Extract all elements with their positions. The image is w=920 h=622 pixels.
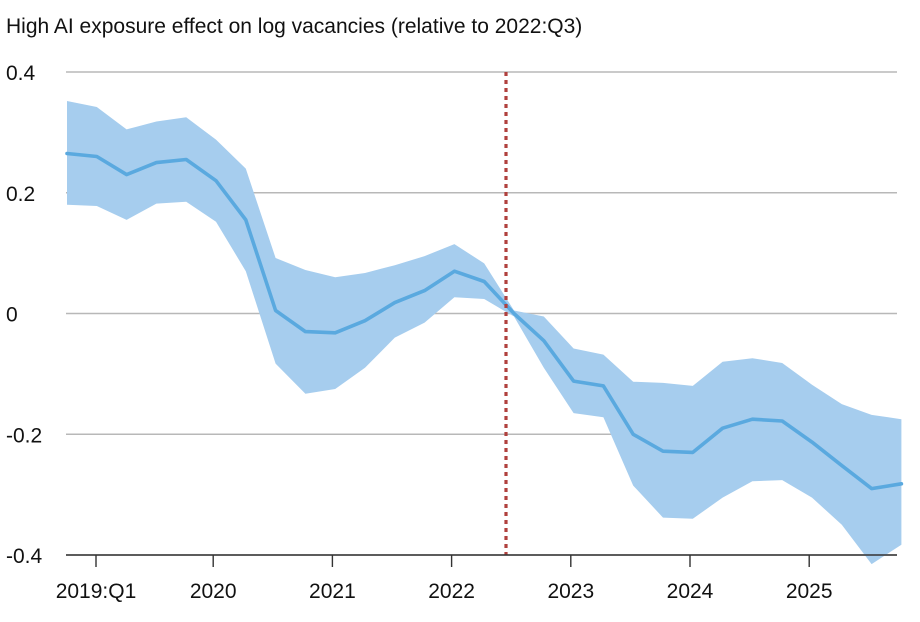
x-tick-label: 2025: [786, 580, 833, 603]
x-tick-label: 2023: [547, 580, 594, 603]
x-axis-tick-labels: 2019:Q1 2020 2021 2022 2023 2024 2025: [56, 580, 833, 603]
x-tick-label: 2024: [667, 580, 714, 603]
x-tick-label: 2020: [190, 580, 237, 603]
x-tick-label: 2021: [309, 580, 356, 603]
y-tick-label: 0: [6, 304, 18, 327]
y-axis-tick-labels: 0.4 0.2 0 -0.2 -0.4: [6, 62, 43, 568]
x-axis: [66, 554, 897, 567]
y-tick-label: -0.2: [6, 424, 42, 447]
x-tick-label: 2022: [428, 580, 475, 603]
y-tick-label: 0.2: [6, 183, 35, 206]
x-tick-label: 2019:Q1: [56, 580, 137, 603]
y-tick-label: -0.4: [6, 545, 43, 568]
chart-title: High AI exposure effect on log vacancies…: [6, 15, 582, 38]
y-tick-label: 0.4: [6, 62, 36, 85]
confidence-band-layer: [67, 101, 902, 565]
series-line-layer: [65, 151, 904, 491]
confidence-band: [67, 101, 902, 565]
series-line: [65, 151, 904, 491]
